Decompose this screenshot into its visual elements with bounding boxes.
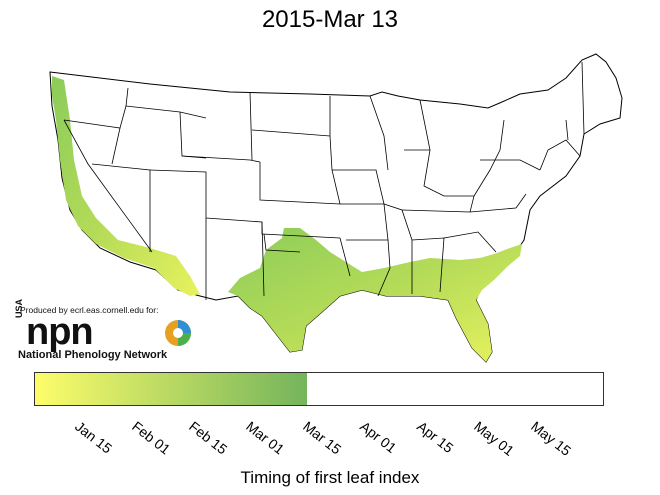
logo-usa-text: USA [14,298,24,318]
network-name: National Phenology Network [18,349,168,361]
us-map [49,53,623,363]
npn-circle-icon [165,320,191,346]
leaf-region-south [228,228,522,362]
legend-tick-label: Apr 01 [357,418,400,457]
leaf-region-west-coast [52,76,200,296]
logo-npn-text: npn [26,311,94,353]
legend-tick-label: May 01 [471,418,518,459]
npn-logo: Produced by ecrl.eas.cornell.edu for: US… [8,299,218,365]
produced-by-text: Produced by ecrl.eas.cornell.edu for: [20,305,159,315]
legend-title: Timing of first leaf index [240,468,420,487]
color-legend-bar [34,372,604,406]
map-title: 2015-Mar 13 [261,6,399,33]
legend-tick-label: Feb 15 [186,418,231,458]
legend-tick-label: Apr 15 [414,418,457,457]
legend-filled-segment [35,373,307,405]
legend-tick-label: Feb 01 [129,418,174,458]
legend-tick-label: Mar 15 [300,418,345,458]
state-borders [63,61,585,300]
legend-tick-label: Jan 15 [72,418,116,457]
legend-tick-label: May 15 [528,418,575,459]
legend-tick-label: Mar 01 [243,418,288,458]
